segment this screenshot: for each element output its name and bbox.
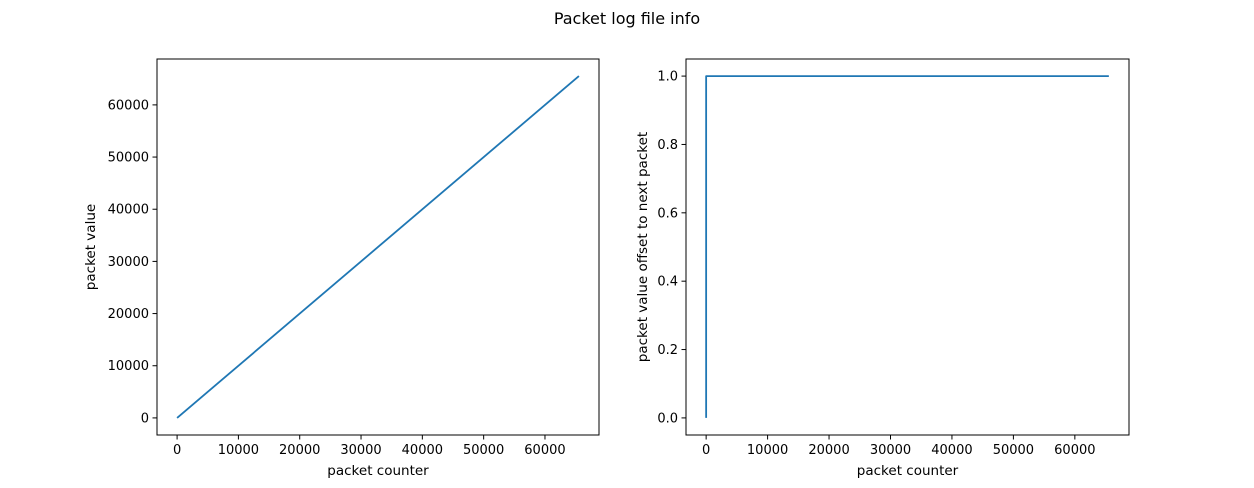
y-axis-label: packet value offset to next packet [635,132,651,362]
subplot-2: 0 10000 20000 30000 40000 50000 60000 0.0 0.2 0.4… [635,58,1130,479]
y-tick-label: 0.8 [657,138,678,153]
y-tick-label: 0.6 [657,206,678,221]
y-axis-label: packet value [83,204,99,290]
y-tick-label: 20000 [108,307,149,322]
subplots: 0 10000 20000 30000 40000 50000 60000 0 10000 200… [83,58,1130,479]
x-tick-label: 30000 [870,443,911,458]
x-axis-label: packet counter [327,463,429,479]
x-tick-label: 0 [702,443,710,458]
series-line-1 [705,75,1109,418]
x-tick-label: 60000 [524,443,565,458]
x-tick-label: 40000 [931,443,972,458]
axes-frame [156,58,600,436]
x-tick-label: 20000 [808,443,849,458]
y-tick-label: 0 [141,411,149,426]
x-tick-label: 40000 [402,443,443,458]
y-tick-label: 40000 [108,203,149,218]
y-tick-label: 0.2 [657,343,678,358]
x-tick-label: 20000 [279,443,320,458]
x-axis-label: packet counter [857,463,959,479]
axes-frame [685,58,1130,436]
y-tick-label: 0.4 [657,275,678,290]
y-tick-label: 0.0 [657,411,678,426]
series-line-1 [176,75,580,419]
y-tick-label: 10000 [108,359,149,374]
y-tick-label: 1.0 [657,70,678,85]
x-tick-label: 0 [173,443,181,458]
x-tick-label: 10000 [218,443,259,458]
y-tick-label: 30000 [108,255,149,270]
x-tick-label: 10000 [747,443,788,458]
x-tick-label: 50000 [463,443,504,458]
x-tick-label: 30000 [340,443,381,458]
y-tick-label: 50000 [108,151,149,166]
figure-title: Packet log file info [554,9,700,28]
x-tick-label: 50000 [993,443,1034,458]
subplot-1: 0 10000 20000 30000 40000 50000 60000 0 10000 200… [83,58,600,479]
x-tick-label: 60000 [1054,443,1095,458]
y-tick-label: 60000 [108,98,149,113]
